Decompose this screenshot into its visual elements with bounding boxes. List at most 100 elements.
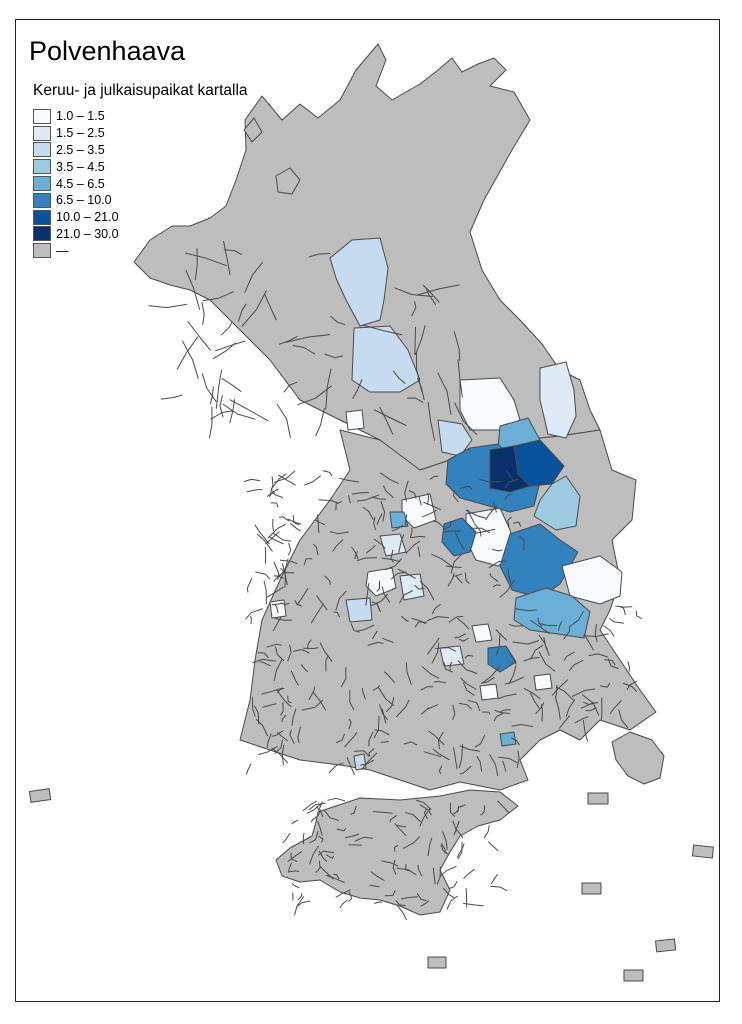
municipality-border	[246, 489, 263, 493]
island-6[interactable]	[623, 969, 644, 982]
region-island-east[interactable]	[611, 731, 665, 785]
municipality-border	[523, 657, 540, 662]
municipality-border	[523, 687, 541, 700]
island-2[interactable]	[587, 792, 609, 805]
municipality-border	[308, 686, 316, 701]
municipality-border	[229, 399, 269, 422]
island-7[interactable]	[427, 956, 447, 969]
municipality-border	[208, 406, 213, 439]
municipality-border	[287, 862, 292, 873]
island-5[interactable]	[655, 938, 677, 953]
municipality-border	[458, 637, 469, 642]
map-title: Polvenhaava	[29, 36, 186, 66]
municipality-border	[488, 560, 507, 569]
municipality-border	[421, 666, 440, 679]
region-north-pale-small[interactable]	[345, 409, 365, 431]
region-north-light-1[interactable]	[329, 237, 389, 327]
legend-item: 6.5 – 10.0	[33, 192, 119, 209]
region-south-pale-small[interactable]	[471, 623, 493, 643]
municipality-border	[382, 586, 391, 603]
municipality-border	[278, 335, 298, 345]
region-west-light-1[interactable]	[399, 573, 425, 601]
municipality-border	[581, 694, 600, 716]
municipality-border	[201, 301, 205, 325]
region-lake-dark[interactable]	[441, 517, 477, 557]
municipality-border	[268, 536, 284, 545]
municipality-border	[277, 474, 296, 486]
municipality-border	[303, 647, 319, 649]
legend-item: 3.5 – 4.5	[33, 158, 119, 175]
municipality-border	[394, 287, 433, 297]
legend-swatch	[33, 176, 51, 192]
municipality-border	[511, 724, 534, 727]
municipality-border	[600, 682, 611, 688]
municipality-border	[222, 403, 256, 420]
municipality-border	[488, 841, 499, 852]
municipality-border	[537, 617, 543, 628]
island-1[interactable]	[28, 788, 52, 803]
region-island-nw2[interactable]	[243, 117, 263, 143]
municipality-border	[431, 603, 441, 615]
municipality-border	[483, 824, 490, 839]
municipality-border	[491, 548, 503, 552]
municipality-border	[456, 617, 470, 630]
municipality-border	[324, 353, 344, 359]
municipality-border	[280, 602, 290, 606]
municipality-border	[266, 733, 272, 748]
municipality-border	[333, 873, 340, 880]
region-north-light-2[interactable]	[351, 325, 421, 393]
municipality-border	[348, 718, 352, 730]
legend-swatch	[33, 142, 51, 158]
municipality-border	[317, 850, 334, 856]
region-southern-land[interactable]	[275, 789, 519, 916]
municipality-border	[609, 700, 622, 715]
municipality-border	[626, 680, 638, 691]
island-4[interactable]	[581, 882, 602, 895]
municipality-border	[185, 252, 227, 267]
municipality-border	[618, 708, 629, 729]
municipality-border	[489, 573, 499, 583]
municipality-border	[312, 543, 319, 556]
region-island-nw[interactable]	[275, 167, 301, 195]
municipality-border	[325, 854, 335, 859]
municipality-border	[272, 616, 282, 632]
municipality-border	[297, 893, 303, 901]
municipality-border	[622, 682, 638, 693]
municipality-border	[356, 557, 377, 562]
municipality-border	[423, 751, 442, 758]
municipality-border	[294, 599, 302, 607]
region-east-pale-2[interactable]	[539, 361, 577, 439]
island-3[interactable]	[691, 844, 714, 859]
region-east-mid[interactable]	[533, 475, 581, 531]
region-west-pale-3[interactable]	[269, 599, 287, 619]
municipality-border	[583, 633, 609, 637]
municipality-border	[504, 478, 519, 489]
municipality-border	[373, 715, 380, 739]
municipality-border	[507, 567, 512, 584]
region-center-light[interactable]	[437, 419, 473, 457]
municipality-border	[308, 802, 326, 811]
municipality-border	[418, 495, 422, 506]
region-west-light-2[interactable]	[345, 597, 373, 623]
region-south-dark-small[interactable]	[487, 645, 517, 673]
municipality-border	[333, 611, 341, 618]
municipality-border	[335, 590, 347, 611]
municipality-border	[365, 545, 376, 554]
municipality-border	[414, 325, 426, 356]
municipality-border	[257, 745, 278, 756]
region-south-pale-2[interactable]	[479, 683, 499, 701]
region-west-mid[interactable]	[389, 511, 409, 529]
region-southeast-dark[interactable]	[499, 523, 579, 599]
region-south-pale-3[interactable]	[533, 673, 553, 691]
municipality-border	[396, 867, 417, 876]
region-south-light-tiny[interactable]	[353, 753, 367, 771]
municipality-border	[480, 805, 486, 816]
region-south-mid-small[interactable]	[499, 731, 517, 747]
legend-label: 2.5 – 3.5	[56, 142, 105, 157]
municipality-border	[327, 797, 346, 802]
municipality-border	[318, 850, 328, 862]
municipality-border	[304, 475, 322, 486]
municipality-border	[384, 558, 402, 571]
municipality-border	[432, 748, 450, 761]
municipality-border	[396, 699, 410, 718]
